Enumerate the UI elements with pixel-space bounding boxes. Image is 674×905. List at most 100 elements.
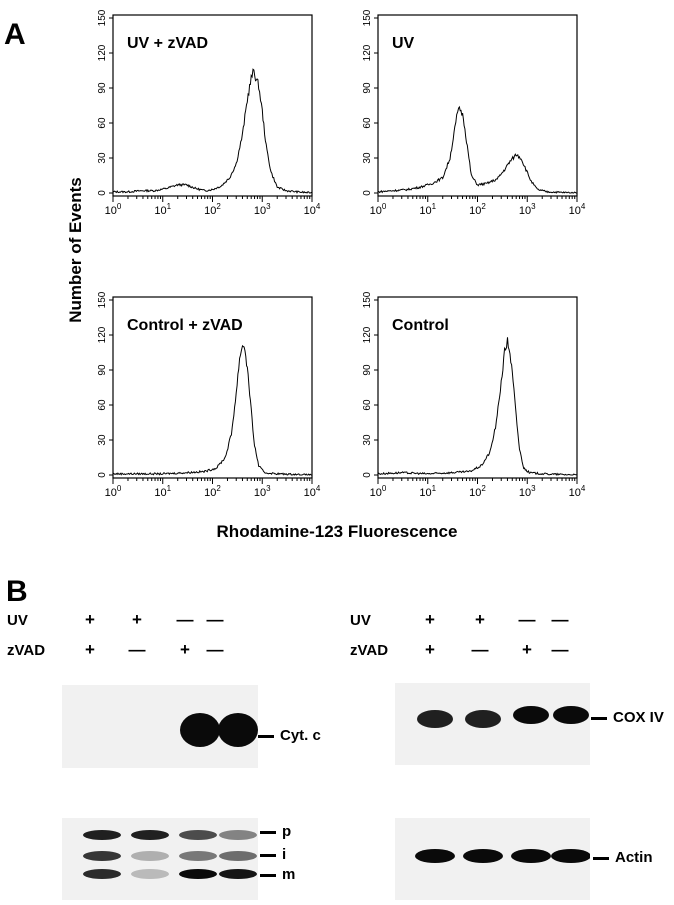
- blot-band: [219, 869, 257, 879]
- y-tick-label: 0: [362, 472, 373, 478]
- condition-sign: —: [551, 610, 569, 629]
- blot-band: [511, 849, 551, 863]
- condition-sign: —: [206, 640, 224, 659]
- panel-title: Control + zVAD: [127, 317, 243, 334]
- x-tick-label: 104: [569, 484, 586, 499]
- condition-sign: +: [475, 610, 485, 629]
- condition-sign: —: [471, 640, 489, 659]
- y-tick-label: 120: [97, 326, 108, 343]
- blot-band: [131, 869, 169, 879]
- blot-band: [131, 830, 169, 840]
- x-tick-label: 103: [254, 202, 271, 217]
- x-tick-label: 100: [105, 202, 122, 217]
- y-tick-label: 60: [97, 399, 108, 411]
- blot-band: [218, 713, 258, 747]
- blot-band: [83, 830, 121, 840]
- y-tick-label: 90: [97, 82, 108, 94]
- histogram-line: [112, 344, 312, 476]
- panel-title: UV + zVAD: [127, 35, 208, 52]
- x-tick-label: 103: [254, 484, 271, 499]
- condition-sign: +: [425, 640, 435, 659]
- actin-marker: Actin: [593, 849, 653, 866]
- condition-sign: +: [85, 610, 95, 629]
- condition-sign: +: [132, 610, 142, 629]
- histogram-line: [112, 68, 313, 194]
- blot-band: [179, 869, 217, 879]
- y-tick-label: 150: [362, 291, 373, 308]
- histogram-panel: 0 30 60 90 120 150 100 101 102 103 104 Control + zV…: [97, 291, 321, 499]
- x-tick-label: 101: [419, 484, 436, 499]
- histogram-figure: 0 30 60 90 120 150 100 101 102 103 104 UV + zVAD 0 30…: [97, 9, 586, 499]
- y-tick-label: 0: [97, 472, 108, 478]
- y-tick-label: 90: [362, 364, 373, 376]
- y-tick-label: 120: [362, 326, 373, 343]
- x-tick-label: 102: [469, 484, 486, 499]
- p-marker: p: [260, 823, 291, 840]
- blot-band: [553, 706, 589, 724]
- x-tick-label: 102: [204, 484, 221, 499]
- cox-iv-label: COX IV: [613, 709, 664, 726]
- condition-sign: —: [128, 640, 146, 659]
- x-tick-label: 104: [569, 202, 586, 217]
- y-tick-label: 60: [362, 399, 373, 411]
- blot-band: [415, 849, 455, 863]
- y-tick-label: 0: [362, 190, 373, 196]
- y-tick-label: 0: [97, 190, 108, 196]
- condition-label: UV: [7, 612, 28, 629]
- y-tick-label: 90: [362, 82, 373, 94]
- x-tick-label: 101: [154, 484, 171, 499]
- blot-band: [513, 706, 549, 724]
- cyt-c-marker: Cyt. c: [258, 727, 321, 744]
- histogram-line: [377, 105, 577, 194]
- actin-blot: [395, 818, 591, 900]
- panel-b-label: B: [6, 575, 28, 608]
- x-tick-label: 103: [519, 484, 536, 499]
- y-tick-label: 120: [362, 44, 373, 61]
- blot-band: [180, 713, 220, 747]
- i-marker: i: [260, 846, 286, 863]
- precursor-blot: [62, 818, 258, 900]
- y-tick-label: 60: [97, 117, 108, 129]
- x-tick-label: 102: [469, 202, 486, 217]
- blot-band: [131, 851, 169, 861]
- condition-label: UV: [350, 612, 371, 629]
- m-marker: m: [260, 866, 295, 883]
- y-tick-label: 120: [97, 44, 108, 61]
- cox-iv-marker: COX IV: [591, 709, 664, 726]
- blot-band: [463, 849, 503, 863]
- actin-label: Actin: [615, 849, 653, 866]
- cox-iv-blot: [395, 683, 590, 765]
- blot-band: [219, 830, 257, 840]
- blot-band: [465, 710, 501, 728]
- condition-sign: +: [425, 610, 435, 629]
- y-tick-label: 30: [362, 434, 373, 446]
- condition-sign: +: [522, 640, 532, 659]
- condition-sign: +: [180, 640, 190, 659]
- y-tick-label: 90: [97, 364, 108, 376]
- y-tick-label: 30: [362, 152, 373, 164]
- y-tick-label: 150: [97, 291, 108, 308]
- condition-sign: +: [85, 640, 95, 659]
- x-tick-label: 101: [154, 202, 171, 217]
- x-tick-label: 104: [304, 202, 321, 217]
- condition-sign: —: [176, 610, 194, 629]
- blot-band: [179, 830, 217, 840]
- histogram-panel: 0 30 60 90 120 150 100 101 102 103 104 UV + zVAD: [97, 9, 321, 217]
- x-tick-label: 100: [370, 202, 387, 217]
- y-tick-label: 60: [362, 117, 373, 129]
- y-tick-label: 150: [97, 9, 108, 26]
- condition-label: zVAD: [350, 642, 389, 659]
- x-tick-label: 102: [204, 202, 221, 217]
- x-tick-label: 100: [370, 484, 387, 499]
- blot-band: [83, 869, 121, 879]
- y-tick-label: 30: [97, 152, 108, 164]
- x-tick-label: 101: [419, 202, 436, 217]
- histogram-panel: 0 30 60 90 120 150 100 101 102 103 104 UV: [362, 9, 586, 217]
- cyt-c-label: Cyt. c: [280, 727, 321, 744]
- x-tick-label: 103: [519, 202, 536, 217]
- x-tick-label: 100: [105, 484, 122, 499]
- histogram-panel: 0 30 60 90 120 150 100 101 102 103 104 Control: [362, 291, 586, 499]
- condition-sign: —: [206, 610, 224, 629]
- x-tick-label: 104: [304, 484, 321, 499]
- y-tick-label: 150: [362, 9, 373, 26]
